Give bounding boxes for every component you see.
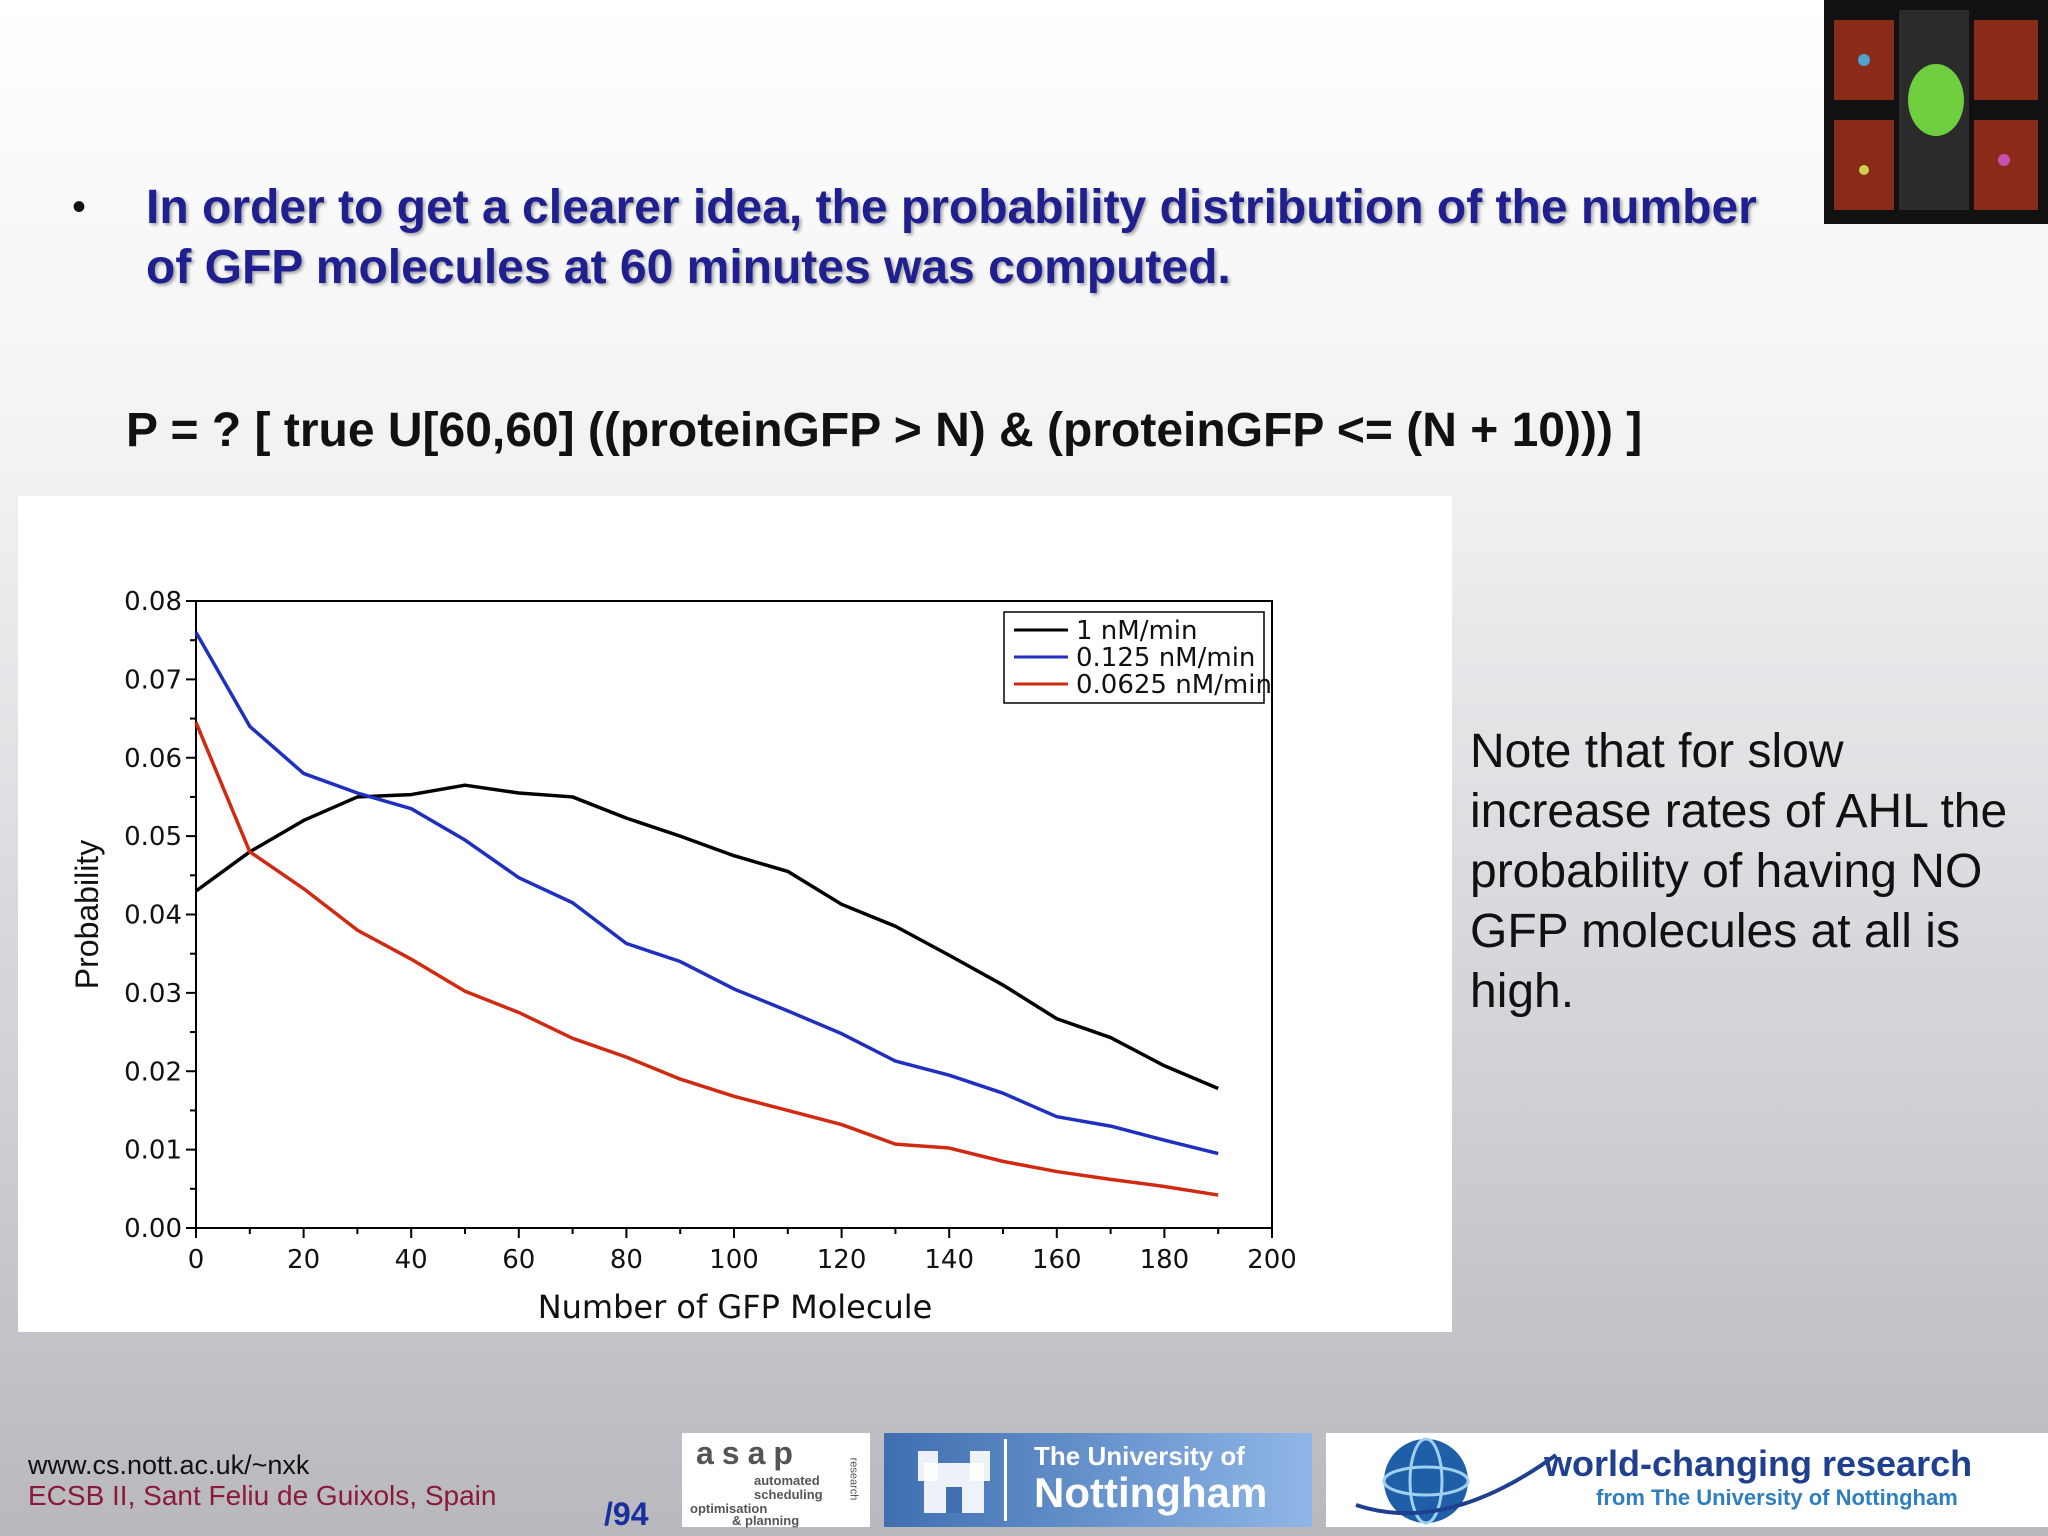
y-tick-label: 0.08 (124, 587, 182, 617)
globe-icon (1355, 1437, 1558, 1525)
wcr-logo-big-text: world-changing research (1544, 1443, 1973, 1484)
series-line (194, 631, 1219, 1156)
x-tick-label: 140 (924, 1245, 974, 1275)
x-tick-label: 0 (188, 1245, 205, 1275)
legend-label: 0.0625 nM/min (1076, 670, 1272, 700)
x-tick-label: 200 (1247, 1245, 1297, 1275)
asap-logo-line: & planning (732, 1513, 800, 1528)
y-tick-label: 0.06 (124, 744, 182, 774)
x-tick-label: 80 (610, 1245, 643, 1275)
x-axis-label: Number of GFP Molecule (538, 1288, 933, 1326)
university-logo-small-text: The University of (1034, 1441, 1245, 1471)
note-text: Note that for slow increase rates of AHL… (1470, 725, 2008, 1018)
y-tick-label: 0.03 (124, 979, 182, 1009)
university-logo: The University of Nottingham (884, 1433, 1312, 1527)
y-axis-label: Probability (69, 840, 105, 989)
x-tick-label: 160 (1032, 1245, 1082, 1275)
page-number: /94 (604, 1496, 649, 1532)
x-tick-label: 40 (395, 1245, 428, 1275)
y-tick-label: 0.02 (124, 1057, 182, 1087)
footer-conference: ECSB II, Sant Feliu de Guixols, Spain (28, 1480, 497, 1511)
legend-label: 1 nM/min (1076, 616, 1198, 646)
logo-divider (1004, 1439, 1007, 1521)
chart-panel: 0 20 40 60 80 100 120 140 160 180 200 0.00 0.01 0.02… (18, 496, 1452, 1332)
asap-logo-line: automated (754, 1473, 820, 1488)
x-tick-label: 20 (287, 1245, 320, 1275)
asap-logo-line: optimisation (690, 1501, 768, 1516)
slide-thumbnail-image (1824, 0, 2048, 224)
wcr-logo-small-text: from The University of Nottingham (1596, 1485, 1958, 1510)
x-tick-label: 100 (709, 1245, 759, 1275)
pctl-formula: P = ? [ true U[60,60] ((proteinGFP > N) … (126, 404, 1643, 457)
y-tick-label: 0.07 (124, 665, 182, 695)
probability-chart: 0 20 40 60 80 100 120 140 160 180 200 0.00 0.01 0.02… (69, 587, 1297, 1326)
y-tick-label: 0.01 (124, 1136, 182, 1166)
university-logo-big-text: Nottingham (1034, 1469, 1268, 1516)
y-tick-label: 0.05 (124, 822, 182, 852)
asap-logo-line: scheduling (754, 1487, 823, 1502)
bullet-dot: • (72, 185, 87, 229)
y-tick-label: 0.00 (124, 1214, 182, 1244)
series-line (194, 721, 1219, 1197)
asap-logo-side: research (847, 1457, 860, 1501)
x-tick-label: 180 (1140, 1245, 1190, 1275)
series-line (194, 783, 1219, 1091)
legend-label: 0.125 nM/min (1076, 643, 1255, 673)
y-tick-label: 0.04 (124, 901, 182, 931)
bullet-text: In order to get a clearer idea, the prob… (146, 181, 1757, 294)
x-tick-label: 60 (502, 1245, 535, 1275)
x-tick-label: 120 (817, 1245, 867, 1275)
castle-icon (918, 1451, 990, 1513)
world-changing-research-logo: world-changing research from The Univers… (1326, 1433, 2048, 1527)
asap-logo: asap automated scheduling optimisation &… (682, 1433, 870, 1528)
asap-logo-title: asap (696, 1435, 801, 1471)
footer-url: www.cs.nott.ac.uk/~nxk (28, 1450, 310, 1480)
